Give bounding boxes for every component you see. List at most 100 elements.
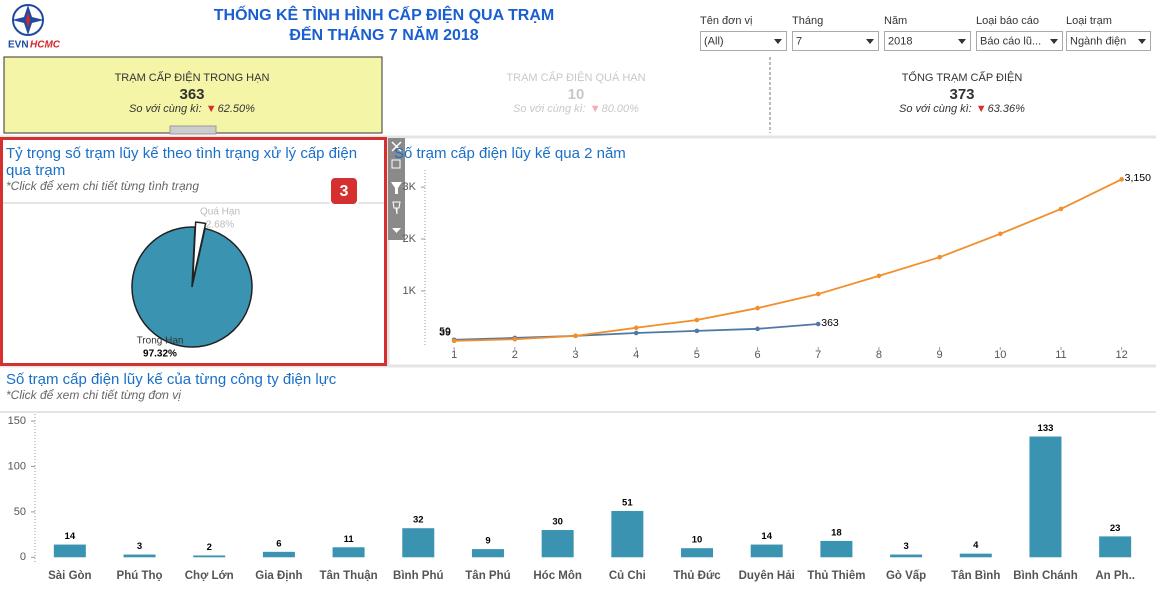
line-point[interactable]	[633, 330, 639, 336]
dropdown[interactable]	[976, 31, 1063, 51]
data-label: 363	[821, 317, 839, 329]
x-tick-label: Bình Chánh	[1013, 570, 1078, 582]
panel-subtitle: *Click để xem chi tiết từng tình trạng	[6, 179, 199, 193]
filter-label: Loại báo cáo	[976, 15, 1039, 27]
data-label: 14	[65, 531, 76, 542]
line-point[interactable]	[876, 273, 882, 279]
data-label: 23	[1110, 523, 1121, 534]
page-title: ĐẾN THÁNG 7 NĂM 2018	[289, 25, 478, 44]
bar[interactable]	[332, 547, 365, 558]
panel-subtitle: *Click để xem chi tiết từng đơn vị	[6, 388, 181, 402]
bar[interactable]	[123, 554, 156, 558]
data-label: 11	[344, 534, 355, 545]
x-tick-label: 1	[451, 349, 457, 361]
x-tick-label: Bình Phú	[393, 570, 443, 582]
line-point[interactable]	[573, 333, 578, 339]
line-point[interactable]	[694, 328, 700, 334]
bar[interactable]	[611, 510, 644, 558]
kpi-arrow: ▼	[976, 103, 987, 115]
bar[interactable]	[193, 555, 226, 558]
badge-number: 3	[340, 183, 349, 200]
bar[interactable]	[402, 528, 435, 558]
dropdown-arrow	[866, 39, 874, 44]
kpi-compare-label: So với cùng kì:	[129, 103, 202, 115]
pie-slice[interactable]	[131, 226, 253, 348]
dropdown-arrow	[958, 39, 966, 44]
y-tick-label: 1K	[403, 285, 417, 297]
panel-title: qua trạm	[6, 162, 65, 179]
filter-label: Loại trạm	[1066, 15, 1112, 27]
bar[interactable]	[541, 530, 574, 558]
dropdown[interactable]	[700, 31, 787, 51]
kpi-card-selected[interactable]	[3, 56, 383, 134]
bar[interactable]	[53, 544, 86, 558]
dropdown-value: Báo cáo lũ...	[980, 35, 1041, 47]
bar[interactable]	[1029, 436, 1062, 558]
bar[interactable]	[820, 540, 853, 558]
kpi-change: 62.50%	[218, 103, 256, 115]
line-point[interactable]	[1058, 206, 1064, 212]
dropdown-value: (All)	[704, 35, 724, 47]
x-tick-label: Duyên Hải	[739, 570, 795, 582]
toolbar[interactable]	[388, 138, 405, 240]
bar[interactable]	[750, 544, 783, 558]
bar[interactable]	[959, 553, 992, 558]
line-point[interactable]	[1119, 177, 1124, 182]
kpi-compare: So với cùng kì: ▼80.00%	[513, 103, 639, 115]
kpi-arrow: ▼	[206, 103, 217, 115]
x-tick-label: 4	[633, 349, 639, 361]
y-tick-label: 3K	[403, 181, 417, 193]
bar[interactable]	[681, 548, 714, 558]
logo-accent: HCMC	[30, 40, 61, 51]
x-tick-label: 11	[1055, 349, 1066, 361]
kpi-arrow: ▼	[590, 103, 601, 115]
data-label: 6	[276, 538, 281, 549]
data-label: 18	[831, 527, 842, 538]
x-tick-label: 7	[815, 349, 821, 361]
dropdown-value: 2018	[888, 35, 912, 47]
bar[interactable]	[890, 554, 923, 558]
dropdown[interactable]	[884, 31, 971, 51]
data-label: 32	[413, 515, 424, 526]
page-title: THỐNG KÊ TÌNH HÌNH CẤP ĐIỆN QUA TRẠM	[214, 4, 554, 24]
line-point[interactable]	[997, 231, 1003, 237]
kpi-compare: So với cùng kì: ▼63.36%	[899, 103, 1025, 115]
bar[interactable]	[1099, 536, 1132, 558]
line-point[interactable]	[755, 326, 760, 332]
x-tick-label: Tân Thuận	[320, 570, 378, 582]
line-point[interactable]	[451, 338, 457, 344]
data-label: 10	[692, 535, 703, 546]
line-point[interactable]	[815, 321, 821, 327]
line-point[interactable]	[512, 336, 518, 342]
line-point[interactable]	[815, 291, 821, 297]
dropdown-arrow	[774, 39, 782, 44]
y-tick-label: 100	[8, 460, 26, 472]
x-tick-label: Củ Chi	[609, 570, 646, 582]
data-label: 39	[439, 327, 451, 339]
x-tick-label: An Ph..	[1095, 570, 1135, 582]
data-label: 3,150	[1125, 172, 1151, 184]
data-label: 51	[622, 497, 633, 508]
line-point[interactable]	[633, 325, 639, 331]
x-tick-label: Phú Thọ	[117, 570, 163, 582]
pie-value-label: 97.32%	[143, 349, 177, 360]
data-label: 133	[1038, 423, 1054, 434]
data-label: 3	[903, 541, 908, 552]
data-label: 4	[973, 540, 979, 551]
dropdown-arrow	[1050, 39, 1058, 44]
kpi-value: 373	[949, 86, 974, 103]
panel-title: Số trạm cấp điện lũy kế của từng công ty…	[6, 371, 337, 388]
selection-border	[0, 137, 387, 366]
dropdown[interactable]	[792, 31, 879, 51]
data-label: 30	[552, 517, 563, 528]
line-point[interactable]	[937, 254, 942, 260]
line-point[interactable]	[755, 305, 760, 311]
bar[interactable]	[471, 549, 504, 558]
bar[interactable]	[262, 551, 295, 558]
dropdown-value: Ngành điện	[1070, 35, 1126, 47]
line-point[interactable]	[694, 317, 700, 323]
kpi-title: TỔNG TRẠM CẤP ĐIỆN	[902, 71, 1023, 84]
x-tick-label: 2	[512, 349, 518, 361]
dropdown[interactable]	[1066, 31, 1151, 51]
filter-label: Tên đơn vị	[700, 15, 752, 27]
